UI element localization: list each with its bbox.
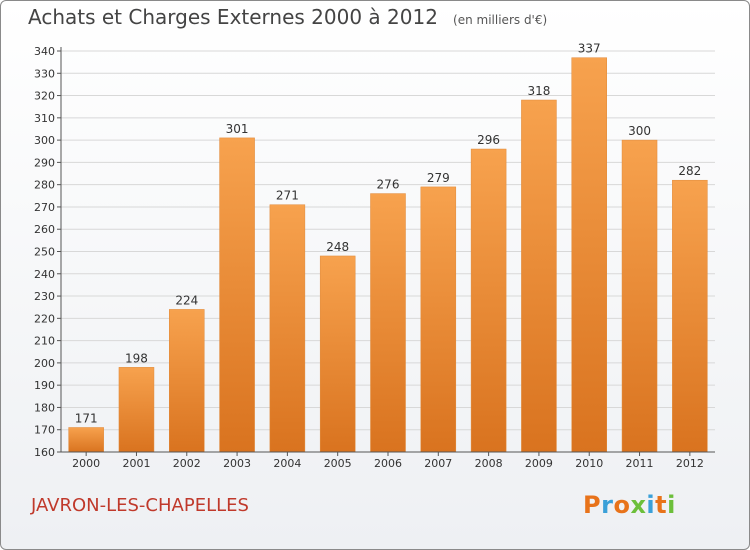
y-tick-label: 200 bbox=[34, 357, 55, 370]
x-tick-label: 2002 bbox=[173, 457, 201, 470]
y-tick-label: 220 bbox=[34, 312, 55, 325]
bar-value-label: 276 bbox=[377, 178, 400, 192]
x-tick-label: 2006 bbox=[374, 457, 402, 470]
y-tick-label: 250 bbox=[34, 246, 55, 259]
axes bbox=[60, 47, 715, 453]
bar-value-label: 279 bbox=[427, 171, 450, 185]
bar bbox=[269, 204, 306, 453]
logo-letter: x bbox=[630, 491, 647, 519]
bar bbox=[571, 57, 607, 453]
y-tick-label: 340 bbox=[34, 45, 55, 58]
bar bbox=[470, 148, 507, 453]
x-tick-label: 2008 bbox=[475, 457, 503, 470]
logo-letter: r bbox=[601, 491, 614, 519]
logo-letter: t bbox=[655, 491, 668, 519]
chart-unit: (en milliers d'€) bbox=[453, 13, 548, 27]
bar bbox=[420, 186, 457, 453]
bar bbox=[370, 193, 406, 453]
bar bbox=[621, 139, 658, 453]
x-tick-label: 2007 bbox=[424, 457, 452, 470]
y-tick-label: 260 bbox=[34, 223, 55, 236]
bar bbox=[169, 309, 205, 453]
bar bbox=[521, 99, 557, 453]
proxiti-logo[interactable]: Proxiti bbox=[583, 491, 676, 519]
y-tick-label: 240 bbox=[34, 268, 55, 281]
y-tick-label: 230 bbox=[34, 290, 55, 303]
x-tick-label: 2010 bbox=[575, 457, 603, 470]
chart-title: Achats et Charges Externes 2000 à 2012 bbox=[28, 5, 438, 29]
y-tick-label: 160 bbox=[34, 446, 55, 459]
y-tick-label: 330 bbox=[34, 67, 55, 80]
bar-value-label: 224 bbox=[175, 293, 198, 307]
logo-letter: P bbox=[583, 491, 602, 519]
x-tick-label: 2000 bbox=[72, 457, 100, 470]
x-tick-label: 2012 bbox=[676, 457, 704, 470]
y-tick-label: 280 bbox=[34, 179, 55, 192]
logo-letter: i bbox=[646, 491, 656, 519]
x-axis-ticks: 2000 2001 2002 2003 2004 2005 2006 2007 2008 2009… bbox=[72, 452, 704, 470]
y-tick-label: 300 bbox=[34, 134, 55, 147]
y-tick-label: 290 bbox=[34, 156, 55, 169]
y-tick-label: 170 bbox=[34, 424, 55, 437]
x-tick-label: 2005 bbox=[324, 457, 352, 470]
x-tick-label: 2011 bbox=[626, 457, 654, 470]
y-tick-label: 270 bbox=[34, 201, 55, 214]
y-tick-label: 310 bbox=[34, 112, 55, 125]
logo-letter: o bbox=[613, 491, 631, 519]
bar-value-label: 300 bbox=[628, 124, 651, 138]
bar bbox=[68, 427, 104, 453]
y-axis-ticks: 160 170 180 190 200 210 220 230 240 250 260 270 280 2… bbox=[34, 45, 61, 459]
bar-value-label: 198 bbox=[125, 351, 148, 365]
y-tick-label: 210 bbox=[34, 335, 55, 348]
bar-value-label: 248 bbox=[326, 240, 349, 254]
bar-value-label: 171 bbox=[75, 411, 98, 425]
bar-value-label: 296 bbox=[477, 133, 500, 147]
title-row: Achats et Charges Externes 2000 à 2012 (… bbox=[28, 5, 547, 29]
bar-value-label: 271 bbox=[276, 189, 299, 203]
bar-value-label: 337 bbox=[578, 42, 601, 56]
x-tick-label: 2003 bbox=[223, 457, 251, 470]
bar bbox=[319, 255, 356, 453]
y-tick-label: 320 bbox=[34, 90, 55, 103]
logo-letter: i bbox=[667, 491, 676, 519]
y-tick-label: 180 bbox=[34, 401, 55, 414]
commune-name: JAVRON-LES-CHAPELLES bbox=[31, 495, 249, 516]
bars: 171 198 224 301 271 248 276 279 296 318 337 300 282 bbox=[68, 42, 708, 453]
x-tick-label: 2001 bbox=[122, 457, 150, 470]
x-tick-label: 2009 bbox=[525, 457, 553, 470]
y-tick-label: 190 bbox=[34, 379, 55, 392]
bar bbox=[672, 179, 708, 453]
bar bbox=[219, 137, 255, 453]
bar bbox=[118, 367, 155, 453]
x-tick-label: 2004 bbox=[273, 457, 301, 470]
bar-value-label: 301 bbox=[226, 122, 249, 136]
bar-value-label: 318 bbox=[527, 84, 550, 98]
bar-value-label: 282 bbox=[678, 164, 701, 178]
